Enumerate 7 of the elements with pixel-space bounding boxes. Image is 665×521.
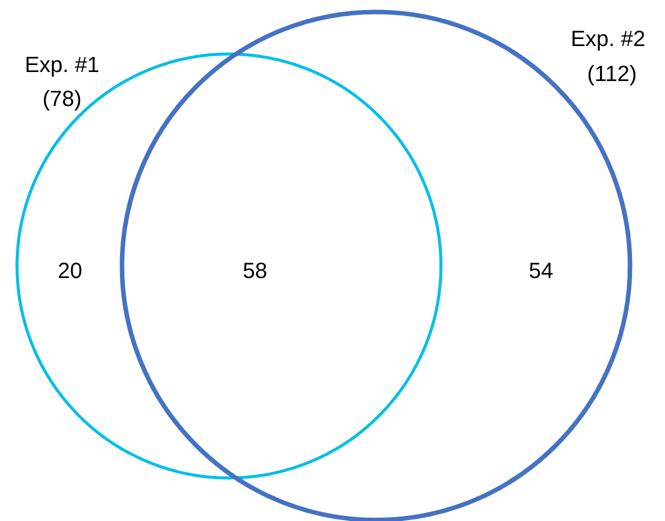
text: 54 (528, 258, 554, 284)
text: 20 (58, 258, 82, 284)
text: 58 (242, 258, 268, 284)
category-label: Exp. #1 (24, 52, 100, 78)
category-label: Exp. #2 (570, 26, 646, 52)
data-label: (112) (587, 61, 637, 86)
data-label: (78) (42, 86, 82, 112)
